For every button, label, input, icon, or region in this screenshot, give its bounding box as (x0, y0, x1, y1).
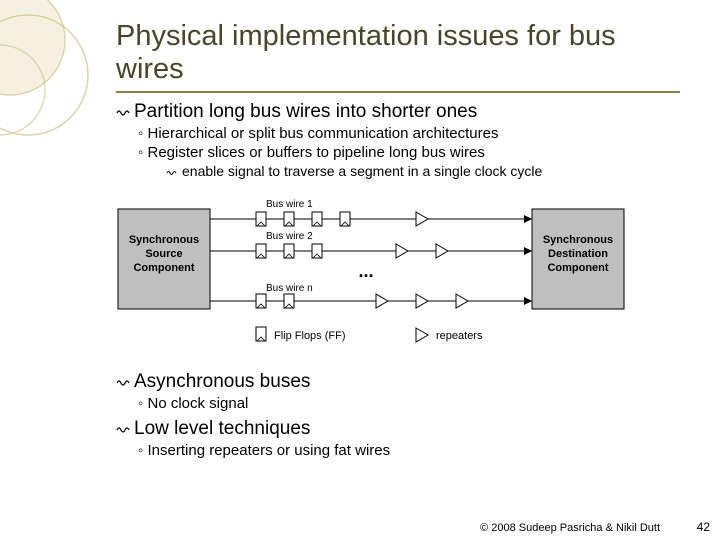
legend-rep: repeaters (436, 330, 483, 342)
scribble-bullet-icon (116, 107, 130, 119)
subbullet-register-slices: Register slices or buffers to pipeline l… (138, 144, 680, 161)
copyright-text: © 2008 Sudeep Pasricha & Nikil Dutt (480, 522, 660, 534)
scribble-bullet-icon (116, 377, 130, 389)
subsubbullet-enable-signal: enable signal to traverse a segment in a… (166, 163, 680, 179)
slide-title: Physical implementation issues for bus w… (116, 20, 680, 87)
bullet-text: Partition long bus wires into shorter on… (134, 101, 477, 122)
ellipsis: ... (358, 261, 373, 281)
bullet-lowlevel: Low level techniques (116, 418, 680, 440)
wire-label-2: Bus wire 2 (266, 231, 313, 242)
dst-label-1: Synchronous (543, 234, 613, 246)
ff-group-2 (256, 244, 322, 258)
bus-wire-diagram: Synchronous Source Component Synchronous… (116, 191, 626, 356)
bullet-text: enable signal to traverse a segment in a… (182, 163, 542, 179)
dst-label-2: Destination (548, 248, 608, 260)
scribble-bullet-icon (166, 168, 178, 178)
src-label-1: Synchronous (129, 234, 199, 246)
src-label-3: Component (133, 262, 194, 274)
page-number: 42 (697, 520, 710, 534)
bullet-text: Asynchronous buses (134, 371, 310, 392)
wire-label-n: Bus wire n (266, 283, 313, 294)
scribble-bullet-icon (116, 424, 130, 436)
bullet-text: Low level techniques (134, 418, 310, 439)
legend-ff: Flip Flops (FF) (274, 330, 346, 342)
subbullet-repeaters: Inserting repeaters or using fat wires (138, 442, 680, 459)
subbullet-hierarchical: Hierarchical or split bus communication … (138, 125, 680, 142)
src-label-2: Source (145, 248, 182, 260)
wire-label-1: Bus wire 1 (266, 199, 313, 210)
title-underline (116, 91, 680, 93)
bullet-partition: Partition long bus wires into shorter on… (116, 101, 680, 123)
rep-group-1 (416, 212, 428, 226)
slide-content: Physical implementation issues for bus w… (0, 0, 720, 459)
bullet-async: Asynchronous buses (116, 371, 680, 393)
dst-label-3: Component (547, 262, 608, 274)
subbullet-no-clock: No clock signal (138, 395, 680, 412)
